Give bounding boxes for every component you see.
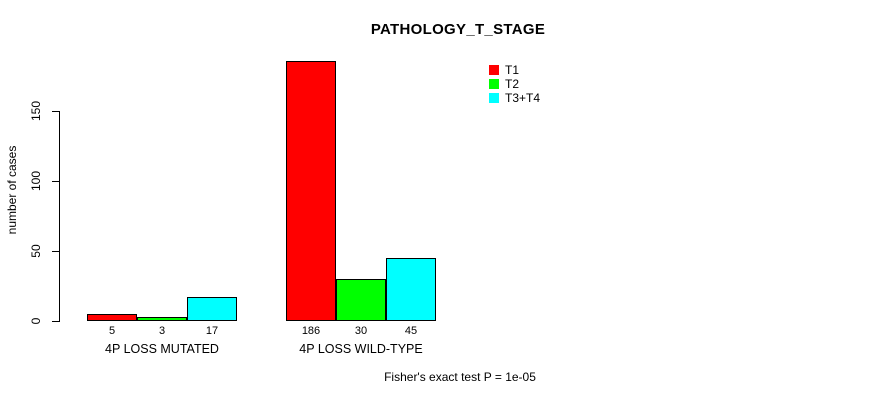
y-tick-label: 150 — [29, 100, 43, 122]
bar-value-label: 45 — [404, 325, 418, 337]
y-tick-label: 0 — [29, 317, 43, 325]
bar-t2 — [137, 317, 187, 321]
bar-t1 — [286, 61, 336, 321]
bar-value-label: 186 — [301, 325, 321, 337]
y-tick-mark — [52, 320, 60, 322]
legend-item-t2: T2 — [489, 77, 540, 91]
bar-value-label: 5 — [108, 325, 116, 337]
bar-value-label: 17 — [205, 325, 219, 337]
legend-item-t1: T1 — [489, 63, 540, 77]
bar-t2 — [336, 279, 386, 321]
y-tick-mark — [52, 180, 60, 182]
y-tick-mark — [52, 110, 60, 112]
legend-label-t1: T1 — [505, 63, 520, 77]
bar-t3t4 — [386, 258, 436, 321]
x-group-label-mutated: 4P LOSS MUTATED — [105, 342, 219, 356]
y-tick-mark — [52, 250, 60, 252]
y-tick-label: 50 — [29, 244, 43, 258]
legend-swatch-t2-icon — [489, 79, 499, 89]
chart-title: PATHOLOGY_T_STAGE — [370, 21, 546, 38]
y-axis-line — [59, 111, 60, 321]
y-axis-label: number of cases — [5, 145, 19, 235]
x-group-label-wildtype: 4P LOSS WILD-TYPE — [299, 342, 423, 356]
legend-swatch-t3t4-icon — [489, 93, 499, 103]
bar-t1 — [87, 314, 137, 321]
bar-value-label: 3 — [158, 325, 166, 337]
legend-swatch-t1-icon — [489, 65, 499, 75]
y-tick-label: 100 — [29, 170, 43, 192]
bar-t3t4 — [187, 297, 237, 321]
legend-item-t3t4: T3+T4 — [489, 91, 540, 105]
bar-value-label: 30 — [354, 325, 368, 337]
legend: T1 T2 T3+T4 — [489, 63, 540, 105]
legend-label-t3t4: T3+T4 — [505, 91, 541, 105]
legend-label-t2: T2 — [505, 77, 520, 91]
fisher-test-annotation: Fisher's exact test P = 1e-05 — [384, 370, 536, 384]
